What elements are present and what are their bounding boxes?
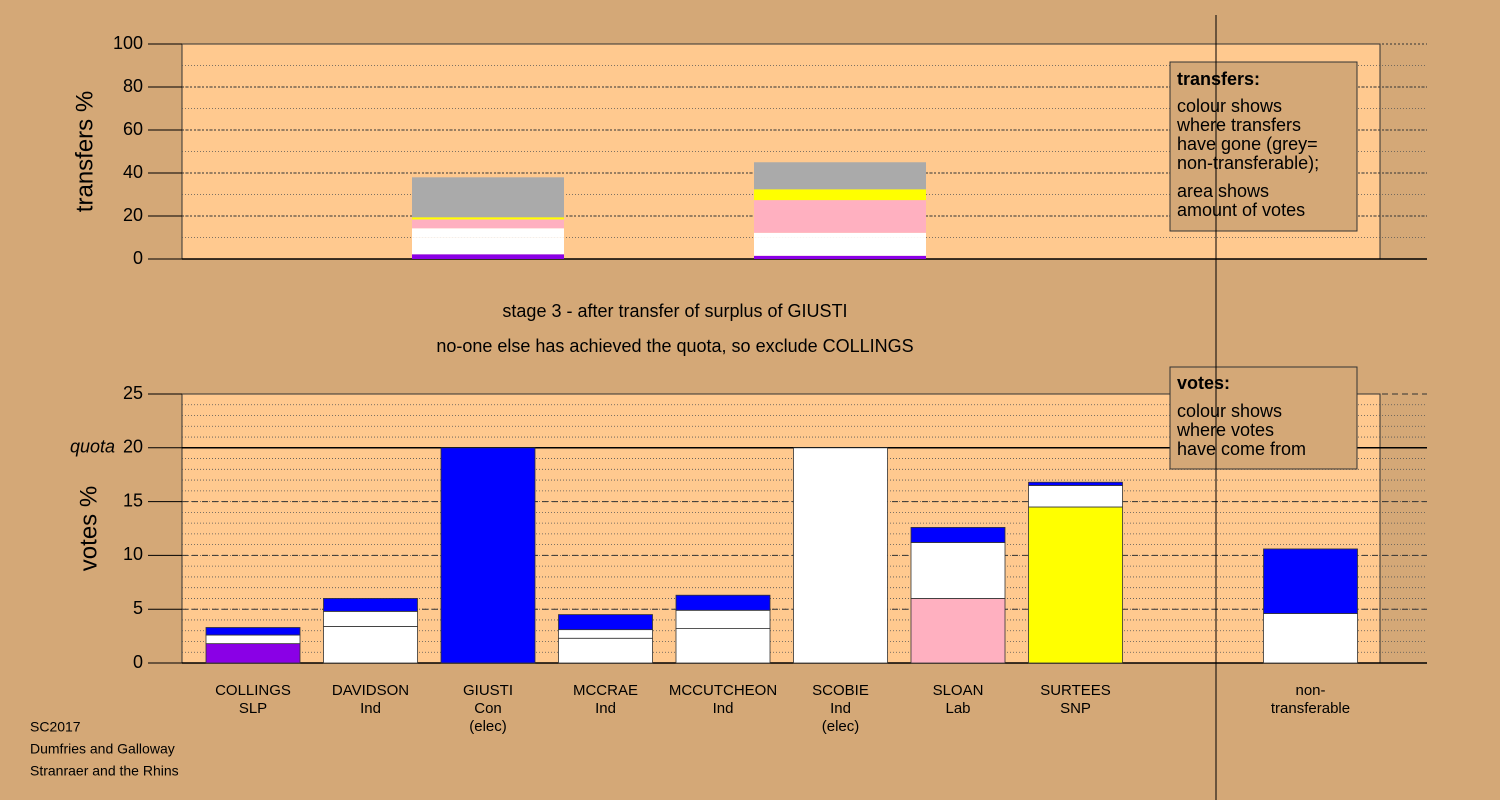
y-tick-label: 20: [123, 437, 143, 457]
bar-segment: [205, 634, 301, 645]
bar-segment: [1263, 548, 1358, 614]
legend-text: where transfers: [1176, 115, 1301, 135]
y-tick-label: 25: [123, 383, 143, 403]
x-tick-label: Ind: [713, 700, 734, 717]
bar-segment: [754, 237, 926, 256]
y-tick-label: 5: [133, 598, 143, 618]
x-tick-label: DAVIDSON: [332, 682, 409, 699]
y-tick-label: 10: [123, 544, 143, 564]
bar-segment: [1028, 481, 1123, 486]
y-tick-label: 0: [133, 652, 143, 672]
bar-segment: [793, 447, 888, 664]
footer-text: SC2017: [30, 719, 81, 735]
legend-title: transfers:: [1177, 69, 1260, 89]
x-tick-label: Ind: [830, 700, 851, 717]
y-tick-label: 15: [123, 490, 143, 510]
y-tick-label: 0: [133, 248, 143, 268]
x-tick-label: Ind: [595, 700, 616, 717]
x-tick-label: MCCRAE: [573, 682, 638, 699]
legend-text: where votes: [1176, 420, 1274, 440]
legend-title: votes:: [1177, 373, 1230, 393]
caption: no-one else has achieved the quota, so e…: [436, 336, 913, 356]
y-tick-label: 60: [123, 119, 143, 139]
x-tick-label: (elec): [469, 718, 507, 735]
bar-segment: [558, 637, 653, 664]
bar-segment: [412, 219, 564, 229]
bar-segment: [323, 598, 418, 612]
bar-segment: [675, 609, 771, 629]
bar-segment: [910, 598, 1006, 664]
x-tick-label: GIUSTI: [463, 682, 513, 699]
bar-segment: [1263, 613, 1358, 664]
bar-segment: [1028, 485, 1123, 508]
legend-box: [1169, 61, 1358, 232]
y-tick-label: 20: [123, 205, 143, 225]
bar-segment: [205, 627, 301, 636]
bar-segment: [1028, 506, 1123, 664]
x-tick-label: Con: [474, 700, 502, 717]
x-tick-label: Ind: [360, 700, 381, 717]
bar-segment: [558, 629, 653, 639]
x-tick-label: SLP: [239, 700, 267, 717]
bar-segment: [558, 614, 653, 631]
bar-segment: [323, 626, 418, 664]
x-tick-label: COLLINGS: [215, 682, 291, 699]
legend-text: have come from: [1177, 439, 1306, 459]
x-tick-label: SLOAN: [933, 682, 984, 699]
legend-text: colour shows: [1177, 96, 1282, 116]
y-axis-label: votes %: [75, 486, 102, 571]
bar-segment: [754, 189, 926, 201]
x-tick-label: transferable: [1271, 700, 1350, 717]
bar-segment: [412, 237, 564, 255]
bar-segment: [675, 628, 771, 664]
bar-segment: [205, 643, 301, 664]
bar-segment: [412, 217, 564, 220]
bar-segment: [412, 254, 564, 259]
footer-text: Stranraer and the Rhins: [30, 763, 179, 779]
legend-text: colour shows: [1177, 401, 1282, 421]
bar-segment: [412, 228, 564, 238]
x-tick-label: SCOBIE: [812, 682, 869, 699]
bar-segment: [754, 255, 926, 259]
x-tick-label: non-: [1295, 682, 1325, 699]
legend-text: have gone (grey=: [1177, 134, 1318, 154]
bar-segment: [754, 200, 926, 233]
bar-segment: [412, 177, 564, 218]
bar-segment: [675, 594, 771, 611]
x-tick-label: Lab: [945, 700, 970, 717]
bar-segment: [754, 162, 926, 190]
bar-segment: [754, 232, 926, 238]
y-tick-label: 100: [113, 33, 143, 53]
y-axis-label: transfers %: [71, 91, 98, 212]
quota-label: quota: [70, 437, 115, 457]
bar-segment: [323, 610, 418, 627]
bar-segment: [910, 527, 1006, 543]
bar-segment: [440, 447, 536, 664]
legend-text: non-transferable);: [1177, 153, 1319, 173]
legend-text: amount of votes: [1177, 200, 1305, 220]
y-tick-label: 40: [123, 162, 143, 182]
x-tick-label: SNP: [1060, 700, 1091, 717]
y-tick-label: 80: [123, 76, 143, 96]
caption: stage 3 - after transfer of surplus of G…: [502, 301, 847, 321]
x-tick-label: SURTEES: [1040, 682, 1111, 699]
bar-segment: [910, 542, 1006, 599]
legend-box: [1169, 366, 1358, 470]
x-tick-label: MCCUTCHEON: [669, 682, 777, 699]
x-tick-label: (elec): [822, 718, 860, 735]
footer-text: Dumfries and Galloway: [30, 741, 175, 757]
legend-text: area shows: [1177, 181, 1269, 201]
